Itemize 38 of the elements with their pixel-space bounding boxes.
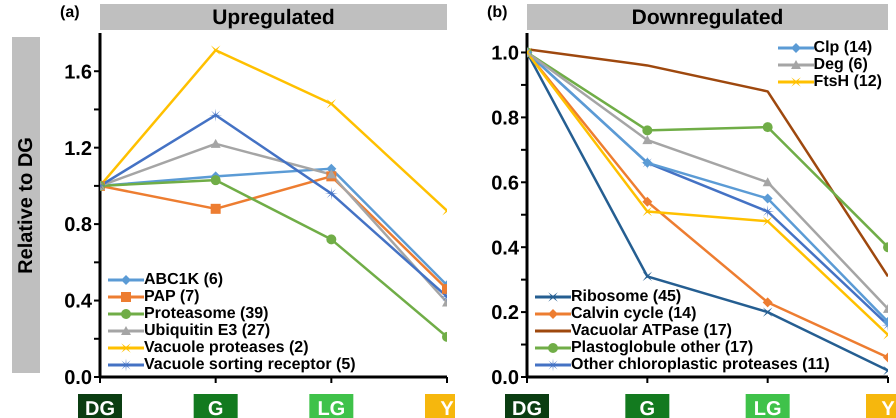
legend-label: Deg (6) bbox=[814, 56, 868, 74]
legend-label: Vacuole sorting receptor (5) bbox=[144, 356, 356, 374]
x-tick-label: LG bbox=[754, 398, 782, 418]
y-tick-label: 1.6 bbox=[64, 61, 92, 84]
x-tick-label: LG bbox=[317, 398, 346, 418]
chart-title: Downregulated bbox=[527, 4, 888, 30]
y-tick-label: 0.0 bbox=[491, 367, 519, 390]
x-tick-label: Y bbox=[881, 398, 896, 418]
x-tick-label: G bbox=[208, 398, 224, 418]
legend-label: Plastoglobule other (17) bbox=[571, 338, 754, 356]
y-axis-title: Relative to DG bbox=[14, 136, 38, 274]
text: (b) bbox=[487, 4, 508, 22]
legend-label: Ribosome (45) bbox=[571, 288, 682, 306]
text: (a) bbox=[60, 4, 80, 22]
legend-label: Calvin cycle (14) bbox=[571, 304, 696, 322]
chart-title: Upregulated bbox=[100, 4, 447, 30]
y-tick-label: 0.0 bbox=[64, 367, 92, 390]
legend-label: Proteasome (39) bbox=[144, 304, 268, 322]
legend-label: Ubiquitin E3 (27) bbox=[144, 322, 270, 340]
y-tick-label: 0.8 bbox=[491, 107, 519, 130]
legend-label: FtsH (12) bbox=[814, 72, 882, 90]
y-tick-label: 0.4 bbox=[491, 237, 520, 260]
legend-label: Vacuolar ATPase (17) bbox=[571, 322, 732, 340]
legend-label: PAP (7) bbox=[144, 288, 200, 306]
legend-label: ABC1K (6) bbox=[144, 270, 224, 288]
y-tick-label: 1.2 bbox=[64, 138, 92, 160]
legend-label: Vacuole proteases (2) bbox=[144, 338, 309, 356]
y-tick-label: 1.0 bbox=[491, 42, 519, 65]
y-tick-label: 0.4 bbox=[64, 290, 93, 313]
x-tick-label: DG bbox=[85, 398, 115, 418]
legend-label: Other chloroplastic proteases (11) bbox=[571, 356, 830, 374]
x-tick-label: Y bbox=[440, 398, 454, 418]
y-tick-label: 0.2 bbox=[491, 302, 519, 324]
legend-label: Clp (14) bbox=[814, 38, 872, 56]
x-tick-label: DG bbox=[512, 398, 542, 418]
x-tick-label: G bbox=[640, 398, 656, 418]
y-tick-label: 0.8 bbox=[64, 214, 92, 236]
y-tick-label: 0.6 bbox=[491, 172, 519, 194]
